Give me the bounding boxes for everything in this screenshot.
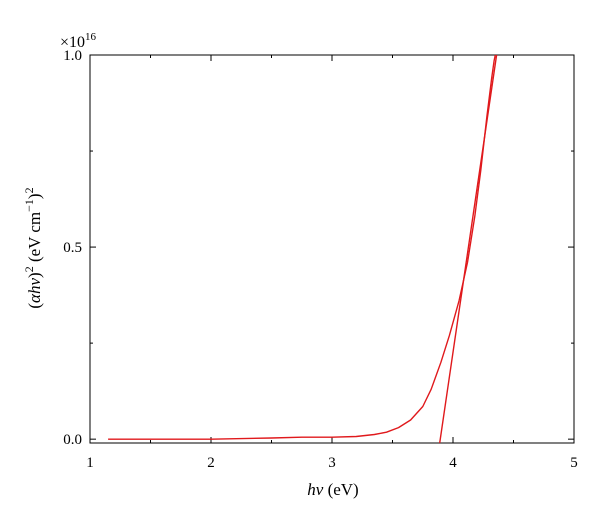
absorption-curve (108, 54, 496, 440)
y-tick-label: 0.0 (63, 432, 82, 448)
x-tick-label: 3 (328, 455, 336, 471)
x-axis-label: hν (eV) (307, 480, 358, 499)
y-multiplier: ×1016 (60, 31, 97, 51)
y-tick-label: 1.0 (63, 48, 82, 64)
plot-frame (89, 54, 575, 444)
x-tick-label: 4 (449, 455, 457, 471)
y-tick-label: 0.5 (63, 240, 82, 256)
linear-fit-line (439, 54, 498, 444)
y-axis-label: (αhν)2 (eV cm−1)2 (22, 187, 44, 308)
x-tick-label: 5 (570, 455, 578, 471)
x-tick-label: 2 (207, 455, 215, 471)
x-tick-label: 1 (86, 455, 94, 471)
